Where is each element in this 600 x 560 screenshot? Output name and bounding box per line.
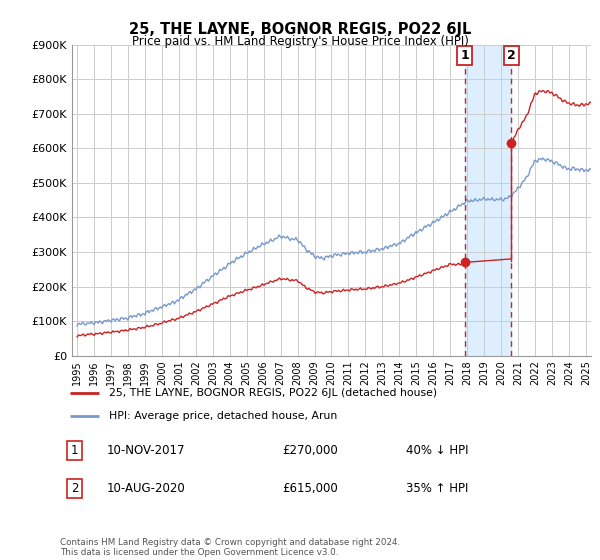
Text: 25, THE LAYNE, BOGNOR REGIS, PO22 6JL (detached house): 25, THE LAYNE, BOGNOR REGIS, PO22 6JL (d…: [109, 388, 437, 398]
Text: 1: 1: [71, 444, 78, 457]
Text: 35% ↑ HPI: 35% ↑ HPI: [406, 482, 468, 495]
Text: 10-AUG-2020: 10-AUG-2020: [106, 482, 185, 495]
Text: 25, THE LAYNE, BOGNOR REGIS, PO22 6JL: 25, THE LAYNE, BOGNOR REGIS, PO22 6JL: [129, 22, 471, 38]
Text: £270,000: £270,000: [282, 444, 338, 457]
Bar: [465, 45, 511, 356]
Text: 10-NOV-2017: 10-NOV-2017: [106, 444, 185, 457]
Text: Price paid vs. HM Land Registry's House Price Index (HPI): Price paid vs. HM Land Registry's House …: [131, 35, 469, 48]
Text: 2: 2: [507, 49, 516, 62]
Text: £615,000: £615,000: [282, 482, 338, 495]
Text: 2: 2: [71, 482, 78, 495]
Text: 40% ↓ HPI: 40% ↓ HPI: [406, 444, 468, 457]
Text: HPI: Average price, detached house, Arun: HPI: Average price, detached house, Arun: [109, 412, 337, 422]
Text: Contains HM Land Registry data © Crown copyright and database right 2024.
This d: Contains HM Land Registry data © Crown c…: [60, 538, 400, 557]
Text: 1: 1: [460, 49, 469, 62]
